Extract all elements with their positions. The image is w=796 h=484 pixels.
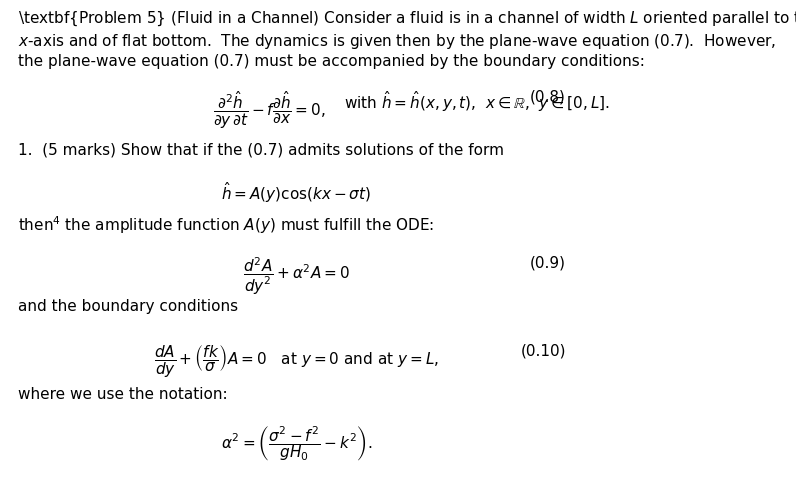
Text: $\dfrac{dA}{dy} + \left(\dfrac{fk}{\sigma}\right) A = 0 \quad \text{at} \ y = 0 : $\dfrac{dA}{dy} + \left(\dfrac{fk}{\sigm… xyxy=(154,342,439,378)
Text: then$^4$ the amplitude function $A(y)$ must fulfill the ODE:: then$^4$ the amplitude function $A(y)$ m… xyxy=(18,214,434,236)
Text: $\hat{h} = A(y)\cos(kx - \sigma t)$: $\hat{h} = A(y)\cos(kx - \sigma t)$ xyxy=(221,180,372,205)
Text: $x$-axis and of flat bottom.  The dynamics is given then by the plane-wave equat: $x$-axis and of flat bottom. The dynamic… xyxy=(18,32,776,51)
Text: (0.8): (0.8) xyxy=(530,90,566,105)
Text: $\alpha^2 = \left(\dfrac{\sigma^2 - f^2}{gH_0} - k^2\right).$: $\alpha^2 = \left(\dfrac{\sigma^2 - f^2}… xyxy=(220,424,372,463)
Text: \textbf{Problem 5} (Fluid in a Channel) Consider a fluid is in a channel of widt: \textbf{Problem 5} (Fluid in a Channel) … xyxy=(18,9,796,28)
Text: where we use the notation:: where we use the notation: xyxy=(18,386,228,401)
Text: (0.10): (0.10) xyxy=(521,342,566,357)
Text: with $\hat{h} = \hat{h}(x,y,t)$,  $x \in \mathbb{R}$,  $y \in [0,L]$.: with $\hat{h} = \hat{h}(x,y,t)$, $x \in … xyxy=(344,90,610,114)
Text: $\dfrac{d^2A}{dy^2} + \alpha^2 A = 0$: $\dfrac{d^2A}{dy^2} + \alpha^2 A = 0$ xyxy=(243,255,349,296)
Text: $\dfrac{\partial^2\hat{h}}{\partial y\,\partial t} - f\dfrac{\partial\hat{h}}{\p: $\dfrac{\partial^2\hat{h}}{\partial y\,\… xyxy=(213,90,326,131)
Text: the plane-wave equation (0.7) must be accompanied by the boundary conditions:: the plane-wave equation (0.7) must be ac… xyxy=(18,54,645,69)
Text: and the boundary conditions: and the boundary conditions xyxy=(18,299,238,314)
Text: (0.9): (0.9) xyxy=(530,255,566,270)
Text: 1.  (5 marks) Show that if the (0.7) admits solutions of the form: 1. (5 marks) Show that if the (0.7) admi… xyxy=(18,142,504,157)
